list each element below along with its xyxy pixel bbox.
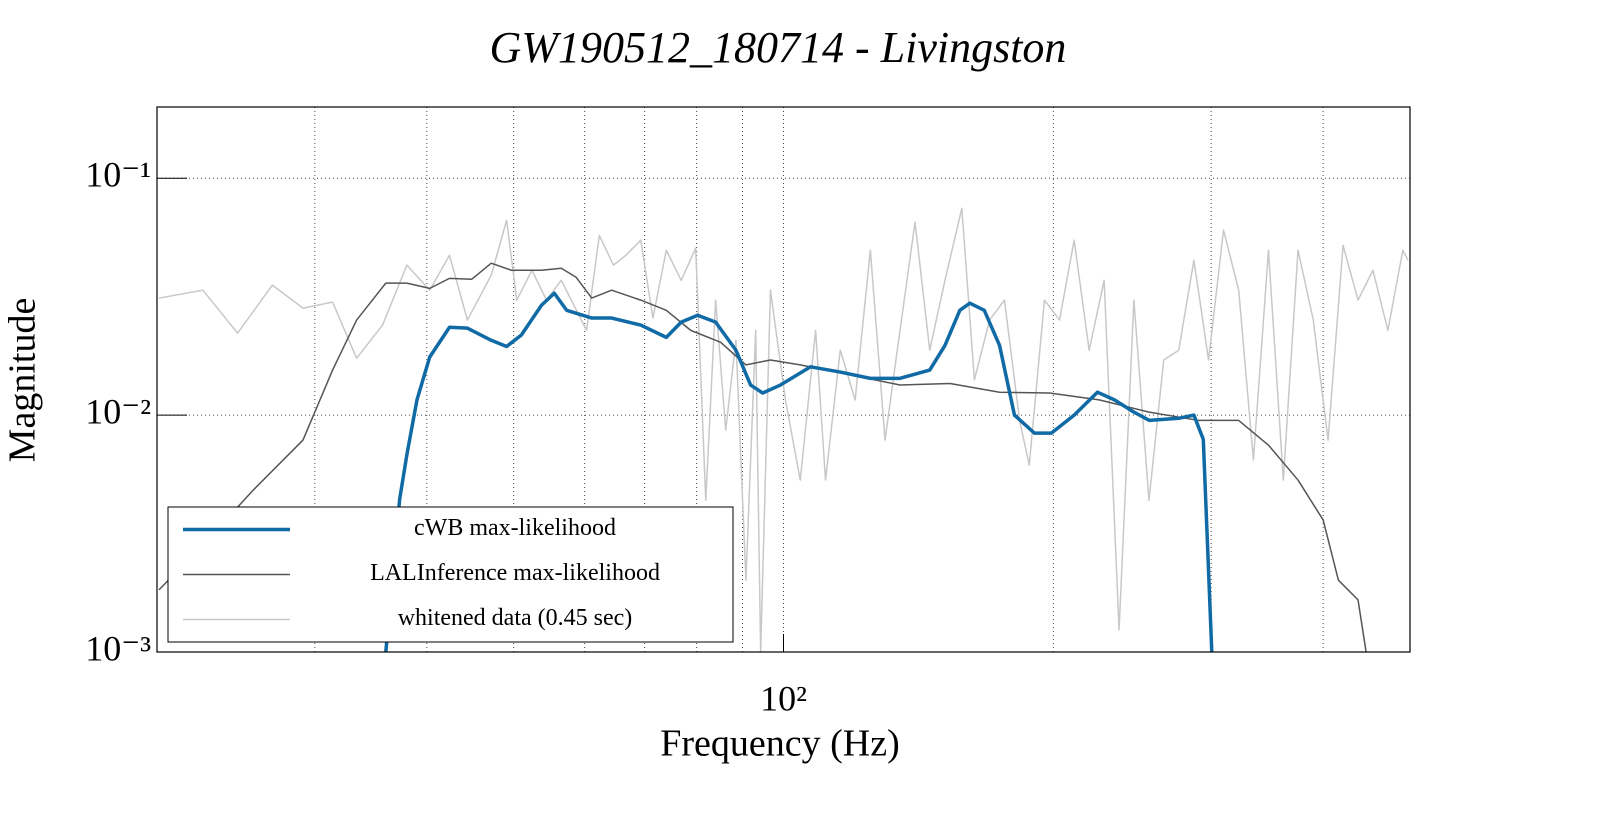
grid: 10² 10⁻³ 10⁻² 10⁻¹ — [85, 107, 1410, 718]
legend-label: cWB max-likelihood — [414, 515, 616, 541]
plot-frame — [156, 106, 1411, 653]
series-line — [158, 207, 1409, 652]
legend: cWB max-likelihood LALInference max-likel… — [167, 506, 734, 643]
y-axis-label: Magnitude — [2, 298, 44, 463]
y-tick-label: 10⁻³ — [85, 628, 151, 668]
series-line — [384, 291, 1214, 652]
y-tick-label: 10⁻² — [85, 391, 151, 431]
legend-label: whitened data (0.45 sec) — [398, 605, 633, 631]
series-line — [158, 262, 1367, 652]
legend-label: LALInference max-likelihood — [370, 560, 660, 586]
y-tick-label: 10⁻¹ — [85, 155, 151, 195]
chart-title: GW190512_180714 - Livingston — [490, 23, 1067, 72]
x-tick-label: 10² — [760, 678, 807, 718]
x-axis-label: Frequency (Hz) — [660, 723, 900, 765]
plot-area — [158, 207, 1409, 652]
